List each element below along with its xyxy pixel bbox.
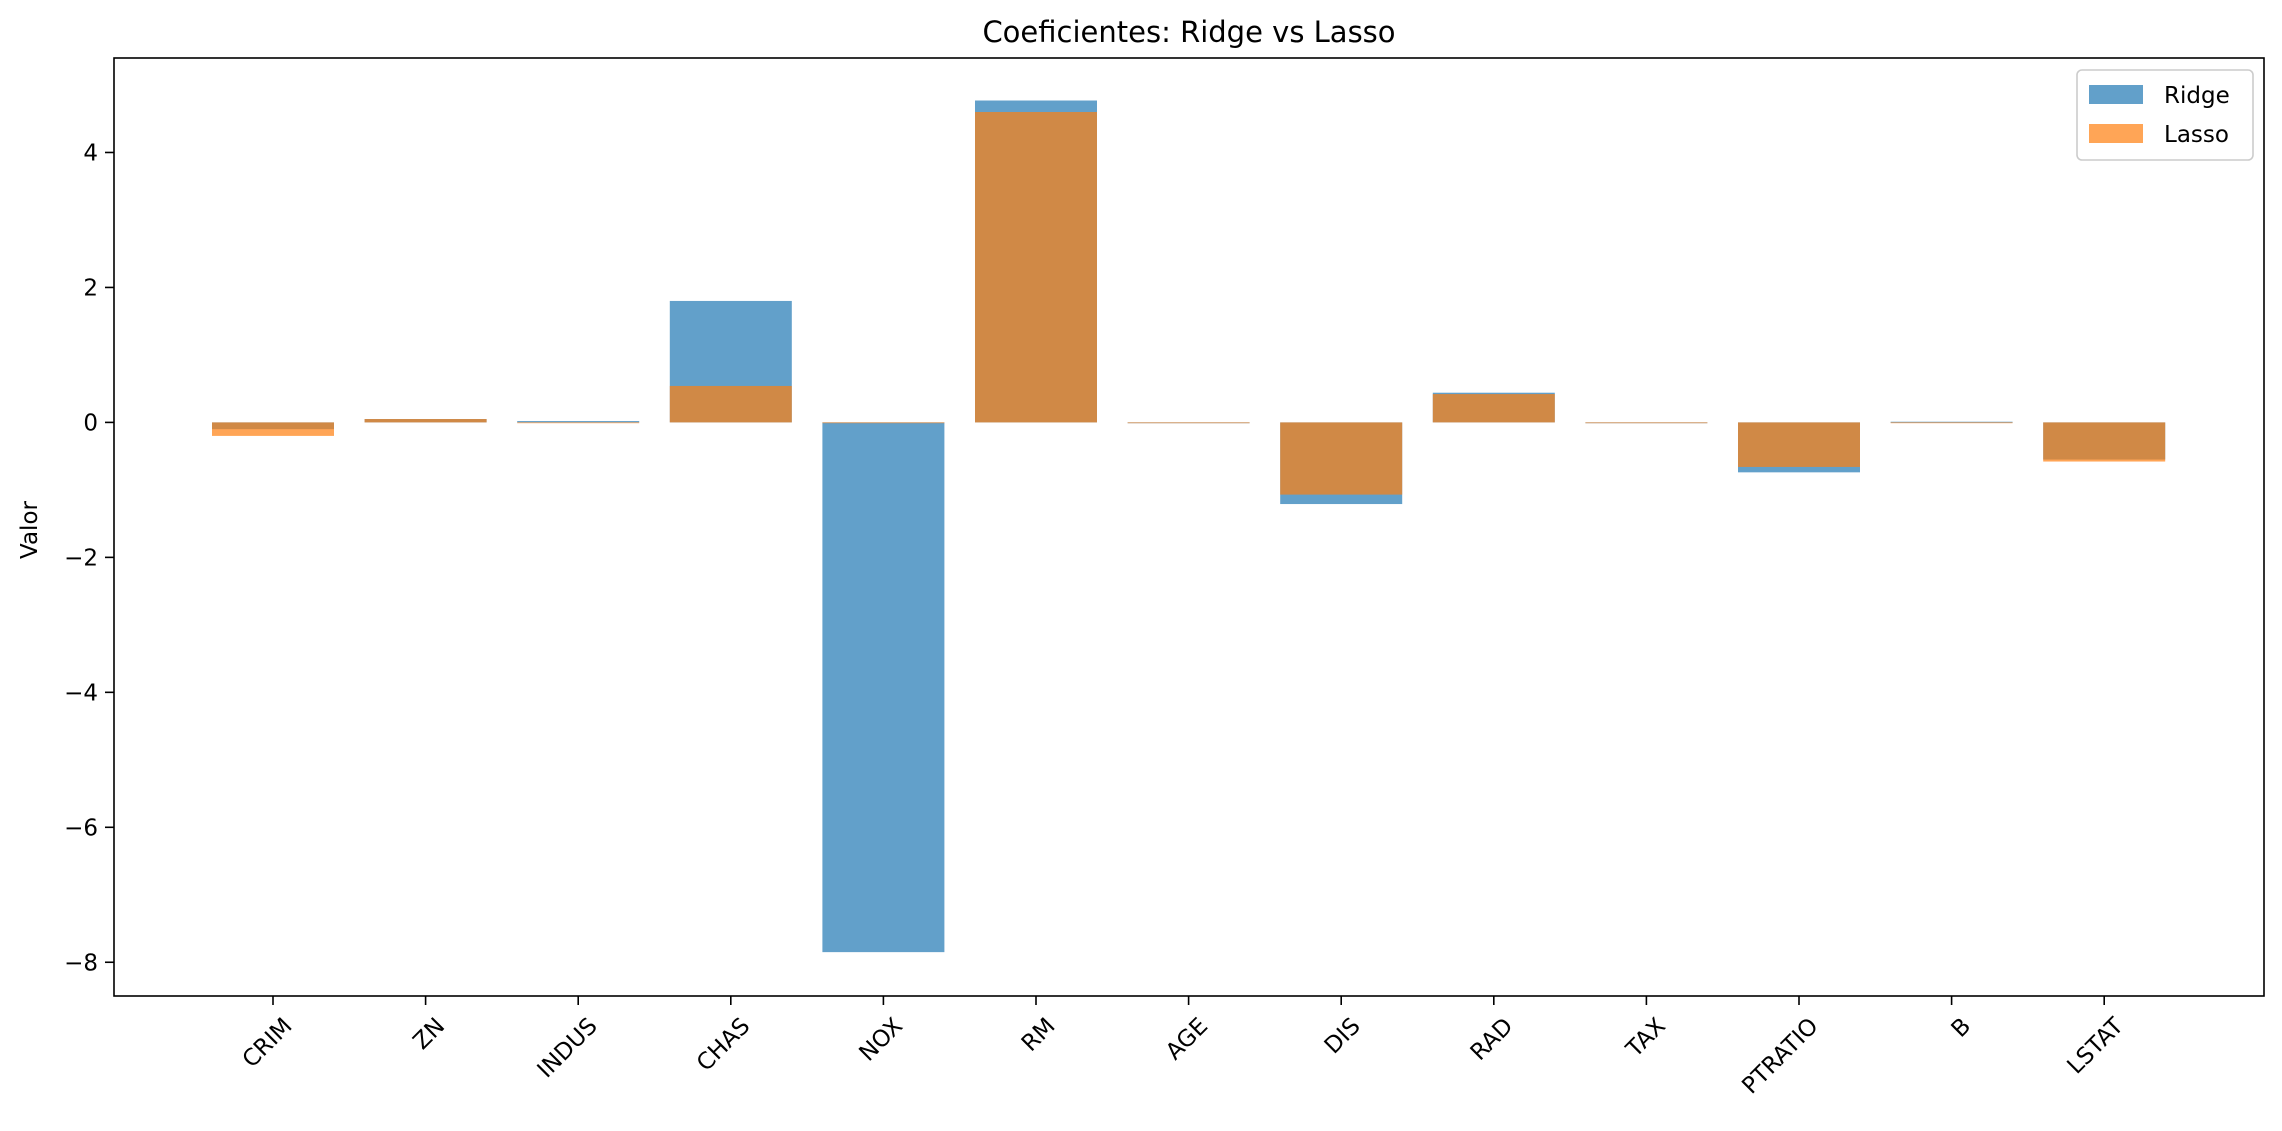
bar-lasso-ptratio: [1738, 422, 1860, 467]
bar-ridge-indus: [517, 421, 640, 423]
x-tick-label: LSTAT: [2063, 1013, 2130, 1080]
x-tick-label: DIS: [1320, 1013, 1366, 1059]
bars-layer: [212, 100, 2166, 953]
x-tick-label: RM: [1017, 1013, 1061, 1057]
bar-lasso-zn: [364, 419, 487, 423]
x-tick-label: PTRATIO: [1737, 1013, 1823, 1099]
y-tick-label: −6: [64, 815, 98, 841]
y-axis-label: Valor: [17, 500, 43, 559]
bar-lasso-crim: [212, 422, 334, 436]
bar-ridge-nox: [822, 422, 945, 953]
plot-area-frame: [113, 57, 2265, 997]
legend: Ridge Lasso: [2076, 69, 2254, 161]
x-tick-label: INDUS: [533, 1013, 603, 1083]
x-tick-label: CHAS: [692, 1013, 755, 1076]
x-tick-label: ZN: [408, 1013, 450, 1055]
legend-label-ridge: Ridge: [2164, 83, 2230, 109]
bar-lasso-nox: [822, 422, 945, 424]
x-axis-ticks: CRIM ZN INDUS CHAS NOX RM AGE DIS RAD TAX PTRATIO B…: [238, 996, 2130, 1099]
bar-lasso-age: [1127, 422, 1250, 424]
legend-swatch-ridge: [2089, 85, 2143, 104]
x-tick-label: AGE: [1161, 1013, 1213, 1065]
bar-lasso-dis: [1280, 422, 1403, 495]
bar-lasso-chas: [669, 385, 792, 423]
x-tick-label: B: [1947, 1013, 1977, 1043]
y-tick-label: −4: [64, 680, 98, 706]
x-tick-label: RAD: [1466, 1013, 1519, 1066]
y-axis-ticks: −8 −6 −4 −2 0 2 4: [64, 140, 114, 976]
y-tick-label: −2: [64, 545, 98, 571]
y-tick-label: 4: [83, 140, 98, 166]
x-tick-label: TAX: [1621, 1013, 1671, 1063]
y-tick-label: 0: [83, 410, 98, 436]
x-tick-label: CRIM: [238, 1013, 298, 1073]
bar-lasso-indus: [517, 422, 640, 424]
bar-lasso-tax: [1585, 422, 1708, 424]
x-tick-label: NOX: [855, 1013, 909, 1067]
legend-label-lasso: Lasso: [2164, 122, 2229, 148]
chart-title: Coeficientes: Ridge vs Lasso: [982, 15, 1395, 49]
bar-ridge-b: [1890, 421, 2013, 423]
y-tick-label: 2: [83, 275, 98, 301]
legend-swatch-lasso: [2089, 124, 2143, 143]
bar-lasso-rm: [975, 111, 1097, 423]
bar-lasso-lstat: [2043, 422, 2166, 462]
y-tick-label: −8: [64, 950, 98, 976]
bar-lasso-b: [1890, 422, 2013, 424]
bar-lasso-rad: [1432, 394, 1555, 423]
